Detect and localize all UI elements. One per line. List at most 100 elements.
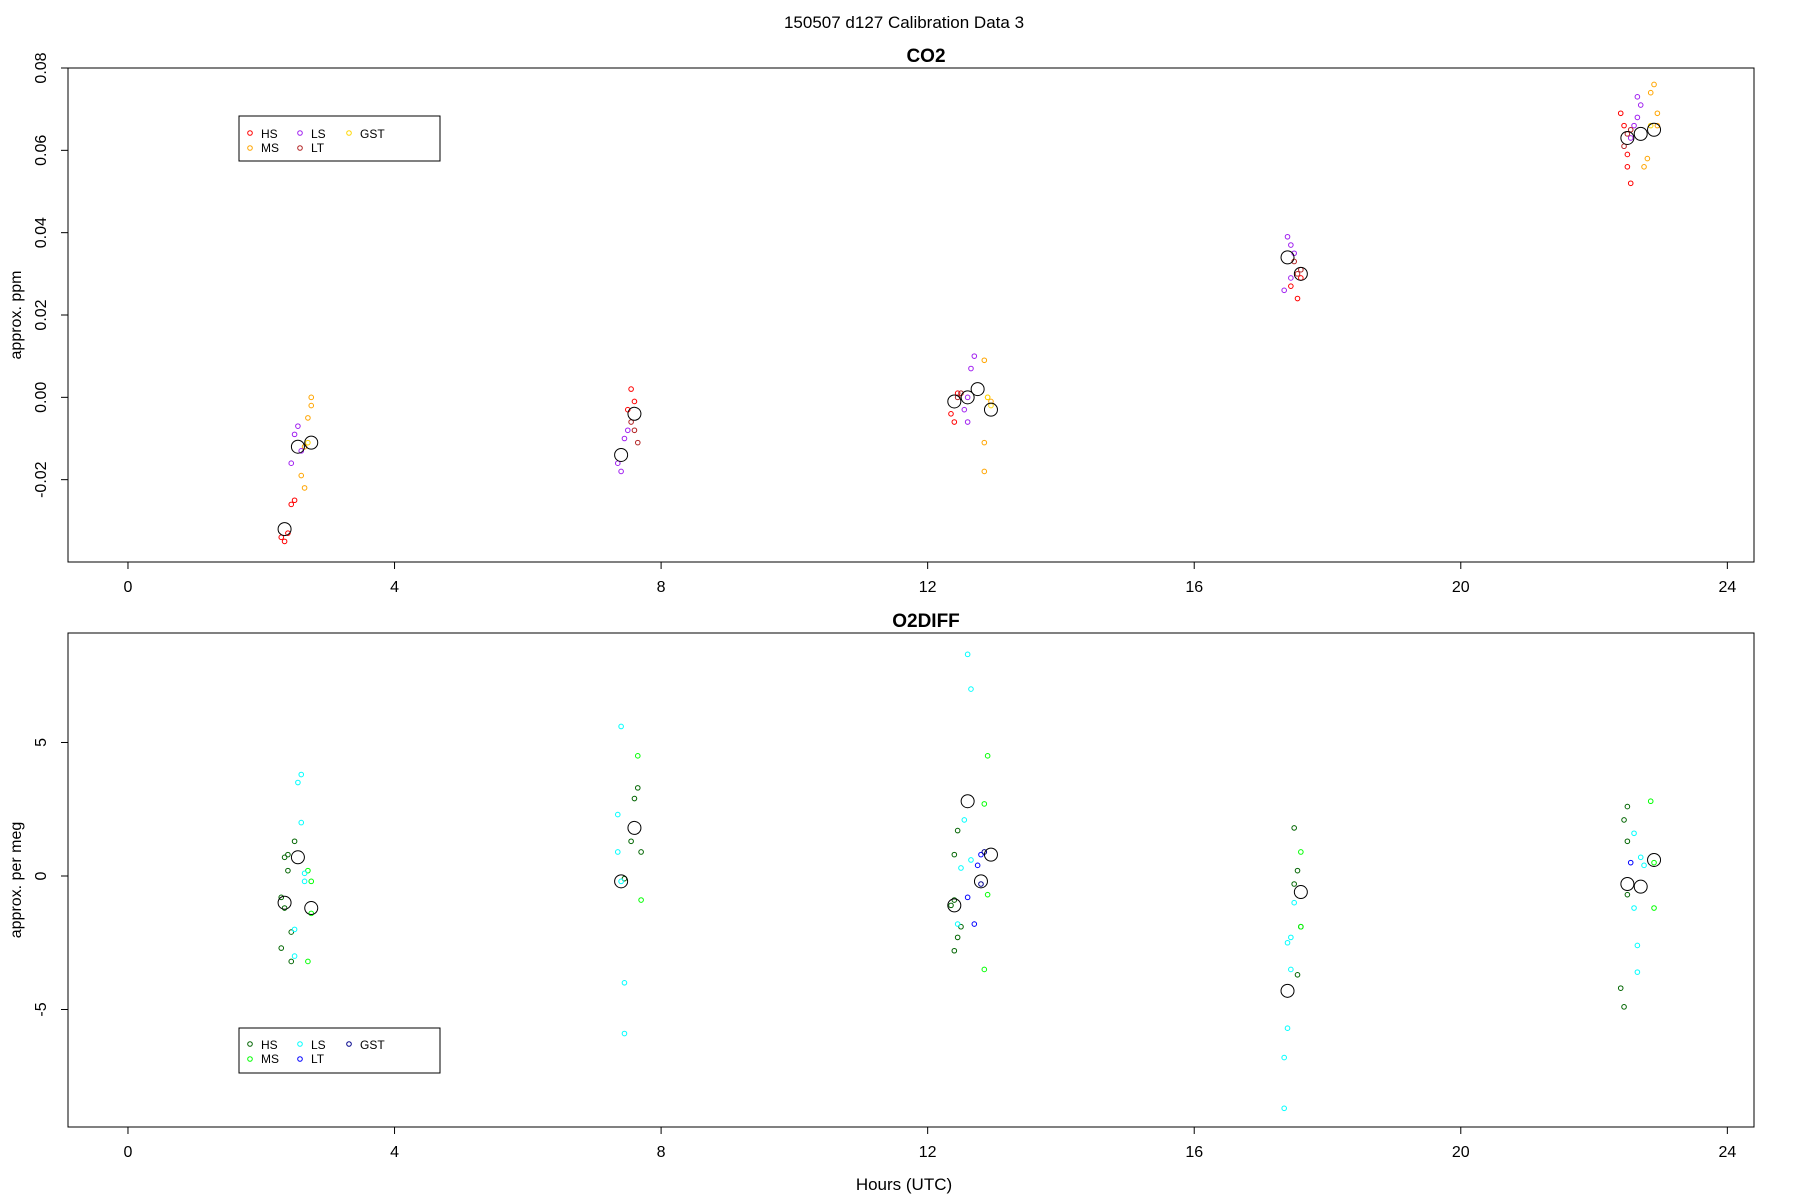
o2diff-legend-label-ls: LS — [311, 1038, 326, 1052]
o2diff-point-ms — [1651, 905, 1657, 911]
o2diff-point-hs — [1291, 825, 1297, 831]
co2-x-tick-label: 8 — [657, 579, 666, 596]
o2diff-legend-box — [238, 1027, 441, 1074]
o2diff-point-ls — [291, 926, 298, 933]
o2diff-legend-label-ms: MS — [261, 1052, 279, 1066]
o2diff-point-hs — [281, 854, 288, 861]
co2-mean-marker — [1620, 130, 1635, 145]
o2diff-point-ls — [614, 811, 621, 818]
o2diff-point-ms — [305, 958, 311, 965]
o2diff-point-hs — [634, 785, 641, 791]
co2-legend-marker-hs — [247, 130, 253, 136]
x-axis-label: Hours (UTC) — [856, 1175, 952, 1194]
co2-point-ls — [1288, 275, 1294, 281]
o2diff-mean-marker — [973, 874, 988, 889]
o2diff-legend-marker-gst — [346, 1041, 352, 1047]
co2-point-ms — [1647, 89, 1654, 96]
co2-marks — [277, 81, 1662, 545]
o2diff-point-ms — [984, 753, 991, 759]
co2-point-ms — [298, 472, 305, 479]
o2diff-point-hs — [285, 867, 291, 874]
co2-mean-marker — [1280, 250, 1295, 265]
co2-legend-label-lt: LT — [311, 141, 325, 155]
co2-point-hs — [281, 538, 288, 545]
o2diff-point-ls — [1634, 942, 1641, 949]
o2diff-y-axis-label: approx. per meg — [8, 822, 25, 939]
co2-point-ms — [305, 415, 311, 421]
o2diff-y-tick-label: -5 — [33, 1002, 50, 1016]
o2diff-legend-marker-lt — [297, 1056, 303, 1062]
o2diff-point-hs — [638, 849, 644, 855]
co2-legend-box — [238, 115, 441, 162]
co2-point-ms — [1651, 81, 1657, 88]
o2diff-point-ls — [618, 723, 624, 730]
co2-point-gst — [984, 394, 991, 401]
o2diff-point-lt — [978, 851, 984, 858]
co2-point-ls — [1627, 135, 1634, 141]
co2-y-tick-label: 0.08 — [33, 52, 50, 83]
co2-panel: CO2 approx. ppm 0 4 8 12 16 20 24 -0.02 0.00 0.02… — [8, 46, 1755, 596]
o2diff-mean-marker — [1647, 852, 1662, 867]
o2diff-point-ls — [618, 878, 624, 885]
co2-point-hs — [1288, 283, 1294, 289]
o2diff-mean-marker — [304, 901, 319, 916]
co2-mean-marker — [290, 439, 305, 454]
co2-legend-label-hs: HS — [261, 127, 278, 141]
o2diff-point-ls — [1284, 939, 1291, 946]
o2diff-legend-marker-ls — [297, 1041, 303, 1047]
o2diff-mean-marker — [983, 847, 998, 862]
o2diff-legend: HS MS LS LT GST — [238, 1027, 441, 1074]
co2-x-tick-label: 4 — [390, 579, 399, 596]
o2diff-point-ms — [1647, 798, 1654, 805]
o2diff-point-ls — [1288, 934, 1294, 941]
o2diff-point-hs — [631, 795, 638, 802]
co2-legend: HS MS LS LT GST — [238, 115, 441, 162]
o2diff-point-ms — [308, 878, 315, 885]
o2diff-x-tick-label: 4 — [390, 1144, 399, 1161]
co2-point-ls — [968, 365, 974, 372]
o2diff-point-lt — [1627, 859, 1634, 866]
o2diff-mean-marker — [277, 895, 292, 910]
figure-title: 150507 d127 Calibration Data 3 — [784, 13, 1024, 32]
co2-point-ms — [1644, 155, 1651, 162]
o2diff-legend-marker-ms — [247, 1056, 253, 1062]
o2diff-point-ls — [968, 857, 974, 863]
o2diff-point-gst — [978, 881, 984, 887]
co2-y-tick-label: -0.02 — [33, 461, 50, 498]
o2diff-point-hs — [1617, 985, 1624, 991]
o2diff-point-ms — [981, 801, 988, 807]
co2-y-tick-label: 0.00 — [33, 382, 50, 413]
co2-y-tick-label: 0.02 — [33, 299, 50, 330]
o2diff-point-hs — [278, 894, 285, 901]
co2-point-ms — [981, 468, 988, 475]
o2diff-point-hs — [1291, 881, 1297, 887]
o2diff-point-ls — [298, 819, 305, 826]
co2-mean-marker — [983, 402, 998, 417]
o2diff-x-tick-label: 12 — [919, 1144, 937, 1161]
o2diff-point-ls — [1641, 862, 1647, 869]
co2-point-lt — [634, 439, 641, 446]
o2diff-point-ms — [981, 966, 988, 973]
co2-point-ms — [308, 402, 315, 409]
o2diff-point-hs — [951, 897, 958, 903]
o2diff-point-ls — [1631, 830, 1637, 837]
o2diff-x-tick-label: 16 — [1185, 1144, 1203, 1161]
co2-point-hs — [951, 419, 958, 425]
co2-y-tick-label: 0.04 — [33, 217, 50, 248]
o2diff-point-hs — [1294, 867, 1301, 874]
co2-point-ms — [981, 357, 988, 364]
co2-point-ls — [295, 423, 301, 429]
co2-point-ls — [971, 353, 978, 359]
o2diff-panel-title: O2DIFF — [892, 611, 960, 632]
co2-point-hs — [628, 386, 634, 392]
co2-point-hs — [288, 501, 295, 508]
o2diff-point-ls — [968, 686, 974, 692]
o2diff-legend-label-hs: HS — [261, 1038, 278, 1052]
co2-point-ms — [1641, 164, 1647, 170]
co2-legend-label-gst: GST — [360, 127, 385, 141]
o2diff-point-ls — [1288, 966, 1294, 973]
o2diff-mean-marker — [960, 794, 975, 809]
co2-point-hs — [1298, 275, 1304, 281]
co2-point-ms — [1654, 110, 1661, 117]
